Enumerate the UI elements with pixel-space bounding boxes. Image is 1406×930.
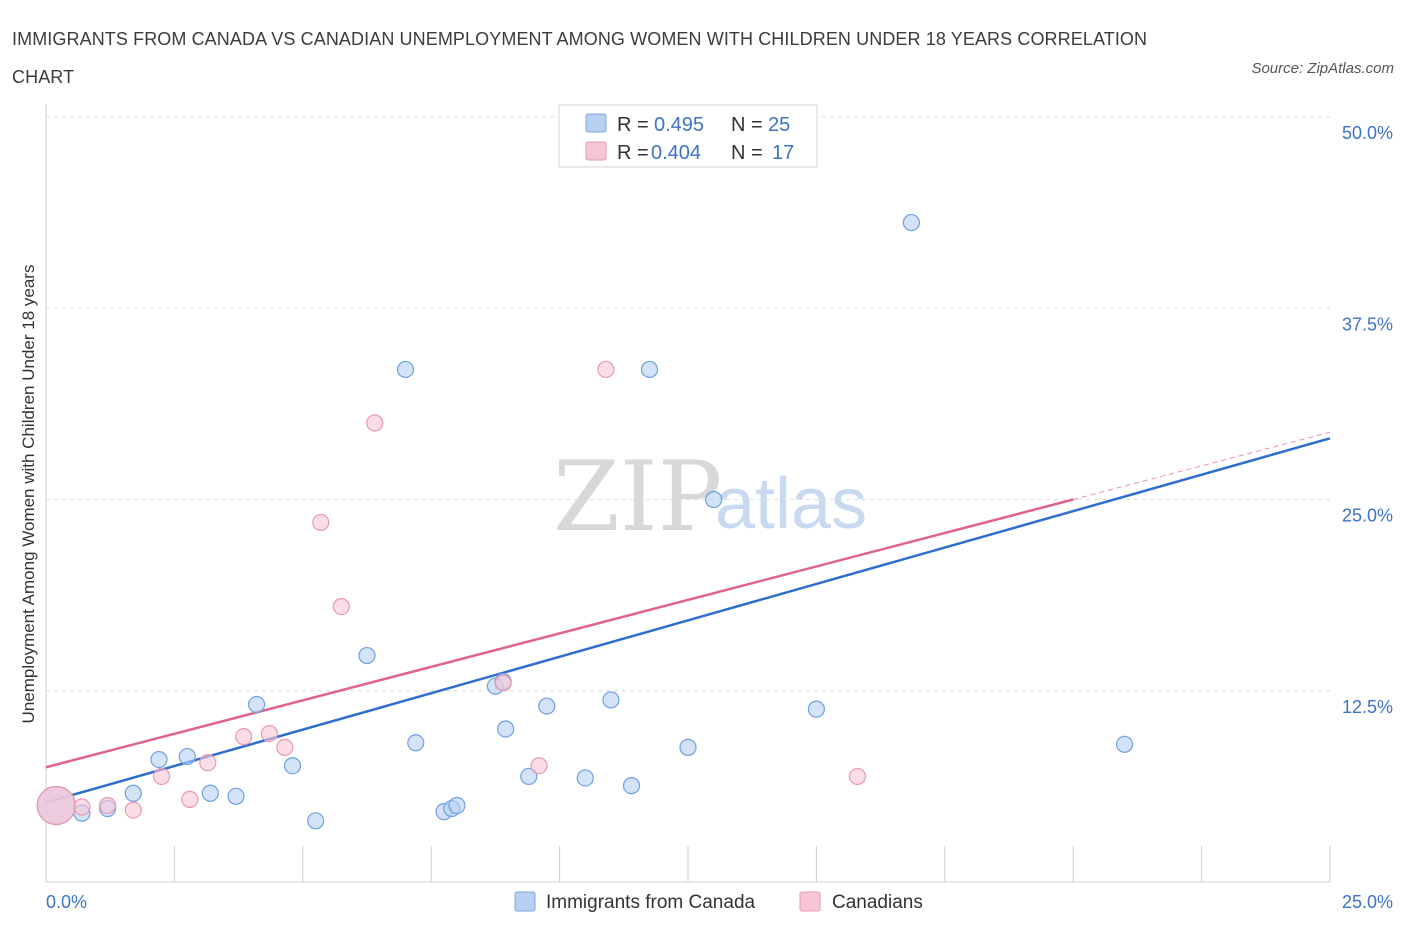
y-tick-labels: 12.5% 25.0% 37.5% 50.0% (1342, 123, 1393, 717)
point-immigrants-23 (640, 360, 659, 379)
point-canadians-3 (124, 801, 142, 819)
point-canadians-6 (199, 754, 217, 772)
series-legend-label-canadians: Canadians (832, 892, 923, 913)
point-immigrants-20 (520, 767, 538, 786)
point-immigrants-27 (1115, 735, 1134, 753)
point-canadians-8 (260, 724, 279, 743)
legend-n-value-2: 17 (772, 142, 794, 164)
point-immigrants-4 (150, 750, 168, 769)
point-canadians-9 (276, 738, 294, 756)
point-immigrants-6 (201, 784, 219, 802)
point-immigrants-26 (902, 213, 921, 232)
point-immigrants-22 (622, 777, 641, 795)
point-canadians-1 (73, 798, 91, 816)
trendline-canadians (45, 498, 1074, 769)
point-immigrants-8 (247, 695, 266, 714)
point-immigrants-24 (705, 490, 723, 509)
series-legend-swatch-immigrants (514, 891, 536, 912)
point-immigrants-11 (358, 646, 376, 665)
legend-swatch-immigrants (585, 113, 607, 133)
y-tick-label: 37.5% (1342, 314, 1393, 334)
point-immigrants-9 (283, 757, 302, 775)
gridlines (46, 116, 1330, 692)
x-tick-label-min: 0.0% (46, 892, 87, 912)
point-immigrants-7 (227, 787, 245, 805)
point-immigrants-12 (396, 360, 415, 379)
y-tick-label: 50.0% (1342, 123, 1393, 143)
legend-n-value-1: 25 (768, 114, 790, 136)
legend-n-label-2: N = (731, 142, 763, 164)
watermark-zip: ZIP (553, 441, 722, 553)
point-canadians-11 (332, 597, 350, 616)
trendlines (45, 431, 1331, 804)
point-canadians-10 (312, 513, 330, 532)
y-tick-label: 12.5% (1342, 697, 1393, 717)
watermark: ZIP atlas (553, 441, 867, 553)
point-canadians-2 (99, 796, 117, 815)
legend-n-label-1: N = (731, 114, 763, 136)
point-immigrants-5 (178, 747, 196, 766)
chart-source: Source: ZipAtlas.com (1251, 60, 1394, 77)
legend-r-label-2: R = (617, 142, 649, 164)
point-canadians-13 (494, 674, 512, 692)
point-immigrants-30 (679, 738, 697, 756)
point-immigrants-25 (807, 700, 826, 718)
y-tick-label: 25.0% (1342, 506, 1393, 526)
point-canadians-7 (235, 728, 253, 746)
data-points (36, 213, 1134, 830)
point-canadians-0 (36, 785, 76, 826)
x-tick-label-max: 25.0% (1342, 892, 1393, 912)
axes (45, 104, 1331, 883)
point-immigrants-3 (124, 784, 142, 802)
y-axis-title: Unemployment Among Women with Children U… (19, 265, 38, 724)
series-legend-swatch-canadians (799, 891, 821, 912)
legend-r-value-1: 0.495 (654, 114, 704, 136)
legend-r-label-1: R = (617, 114, 649, 136)
point-immigrants-21 (576, 769, 594, 787)
point-canadians-4 (152, 767, 171, 786)
trendline-canadians-extension (1073, 431, 1331, 500)
watermark-atlas: atlas (715, 464, 867, 544)
legend-swatch-canadians (585, 141, 607, 161)
series-legend-label-immigrants: Immigrants from Canada (546, 892, 756, 913)
point-canadians-12 (366, 414, 384, 432)
point-canadians-5 (181, 790, 199, 808)
point-canadians-15 (597, 360, 615, 379)
point-immigrants-10 (307, 812, 325, 830)
point-canadians-16 (848, 767, 867, 786)
chart-title: IMMIGRANTS FROM CANADA VS CANADIAN UNEMP… (12, 29, 1148, 87)
correlation-legend: R = 0.495 N = 25 R = 0.404 N = 17 (558, 104, 818, 168)
trendline-immigrants (45, 437, 1331, 804)
point-canadians-14 (530, 757, 548, 775)
point-immigrants-13 (407, 734, 425, 752)
point-immigrants-19 (497, 720, 515, 738)
legend-r-value-2: 0.404 (651, 142, 701, 164)
point-immigrants-29 (602, 691, 620, 709)
point-immigrants-28 (538, 697, 556, 715)
series-legend: Immigrants from Canada Canadians (514, 891, 923, 913)
point-immigrants-16 (448, 796, 466, 815)
